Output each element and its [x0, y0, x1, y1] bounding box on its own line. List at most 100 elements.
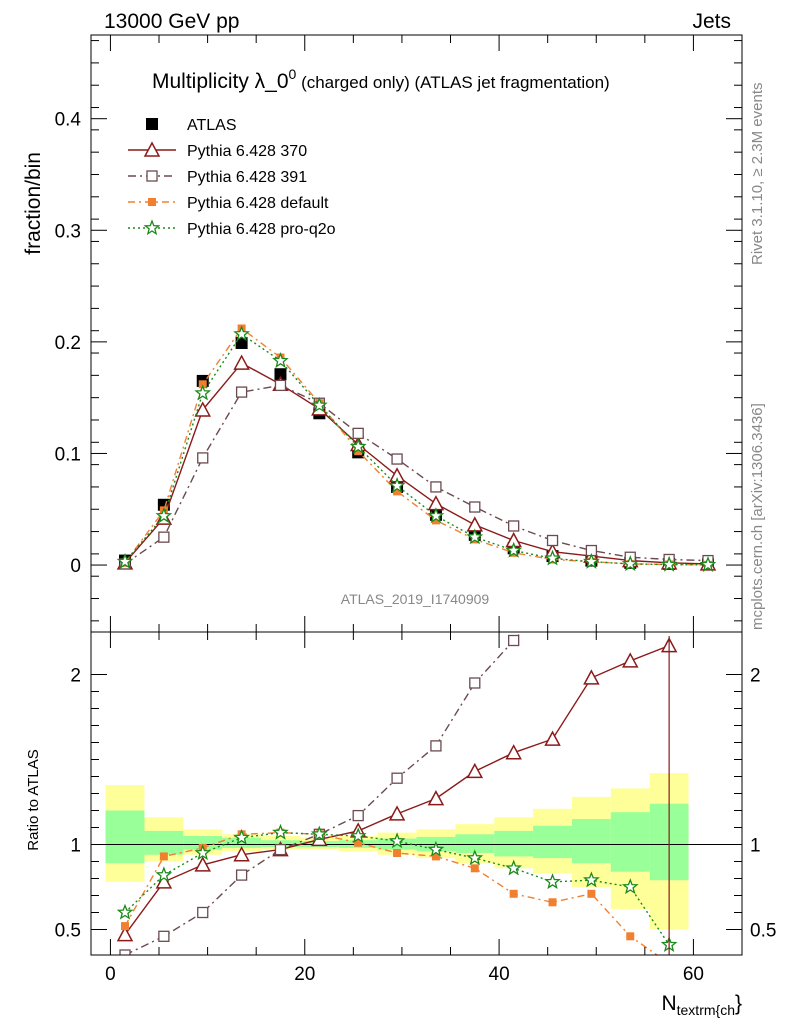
main-title-sup: 0 [289, 66, 297, 82]
main-data-point [158, 531, 170, 543]
main-data-point [352, 427, 364, 440]
legend-marker [146, 118, 158, 130]
ratio-data-point [354, 838, 363, 847]
ratio-data-point [626, 932, 635, 941]
main-data-point [699, 556, 717, 572]
ratio-data-point [505, 859, 523, 876]
main-data-point [582, 552, 600, 569]
ratio-y-tick-label-right: 0.5 [750, 921, 776, 942]
ratio-data-point [427, 790, 445, 806]
ratio-data-point [116, 926, 134, 942]
band-green-bin [144, 830, 184, 855]
ratio-data-point [388, 832, 406, 849]
ratio-data-point [393, 849, 402, 857]
main-data-point [194, 384, 212, 401]
x-axis-label-main: N [661, 992, 676, 1015]
main-data-point [116, 552, 134, 569]
main-y-tick-label: 0.1 [55, 444, 81, 465]
ratio-series-0 [116, 637, 678, 942]
ratio-data-point [505, 744, 522, 760]
ratio-data-point [466, 849, 484, 866]
main-y-tick-label: 0.3 [55, 221, 81, 242]
main-data-point [469, 501, 481, 513]
band-green-bin [571, 819, 611, 864]
ratio-data-point [158, 930, 170, 942]
band-green-bin [222, 837, 262, 848]
main-y-tick-label: 0.4 [55, 110, 82, 131]
ratio-data-point [233, 846, 250, 862]
main-data-point [272, 351, 289, 368]
main-series-line [124, 333, 709, 566]
main-data-point [233, 354, 250, 370]
ratio-data-point [194, 844, 212, 861]
ratio-data-point [233, 828, 251, 845]
main-y-tick-label: 0 [70, 556, 81, 577]
main-data-point [354, 447, 363, 456]
ratio-series-3 [116, 823, 678, 952]
band-green-bin [494, 830, 534, 857]
ratio-ticks: 0.5 0.51 12 20 20 40 60 [55, 632, 776, 985]
ratio-data-point [466, 762, 484, 779]
main-data-point [621, 555, 639, 572]
ratio-data-point [544, 730, 561, 746]
legend-marker [143, 141, 161, 157]
main-series-line [124, 362, 709, 565]
ratio-data-point [310, 825, 328, 842]
ratio-data-point [431, 852, 440, 861]
ratio-data-point [155, 866, 173, 883]
ratio-data-point [119, 949, 131, 955]
x-tick-label: 20 [294, 964, 315, 985]
main-series-2 [119, 379, 714, 570]
ratio-data-point [349, 827, 367, 844]
main-ylabel: fraction/bin [22, 152, 45, 255]
ratio-data-point [194, 856, 211, 872]
main-title-tail: (charged only) (ATLAS jet fragmentation) [296, 73, 609, 92]
main-data-point [508, 520, 520, 532]
ratio-series [116, 632, 678, 955]
ratio-data-point [197, 906, 209, 919]
main-series [116, 324, 717, 572]
main-x-ticks [109, 35, 694, 632]
ratio-y-tick-label: 1 [70, 836, 81, 857]
header-right: Jets [692, 10, 731, 33]
ratio-data-point [587, 889, 596, 898]
legend-label: Pythia 6.428 391 [187, 169, 307, 186]
ratio-y-tick-label: 2 [70, 666, 81, 687]
ratio-data-point [621, 878, 639, 895]
main-plot: 0 0.1 0.2 0.3 0.4 fraction/bin Multiplicity … [22, 34, 743, 633]
legend: ATLAS Pythia 6.428 370 Pythia 6.428 391 Pyt… [128, 117, 336, 238]
legend-marker [148, 198, 156, 206]
ratio-y-tick-label-right: 1 [750, 836, 761, 857]
main-y-tick-label: 0.2 [55, 333, 81, 354]
main-title-text: Multiplicity λ_0 [152, 70, 289, 93]
ratio-data-point [509, 889, 518, 898]
main-series-line [124, 327, 709, 566]
band-green-bin [610, 812, 650, 872]
main-data-point [311, 396, 328, 413]
legend-label: Pythia 6.428 370 [187, 143, 307, 160]
mcplots-label: mcplots.cern.ch [arXiv:1306.3436] [749, 403, 766, 630]
ratio-data-point [391, 772, 403, 784]
legend-label: ATLAS [187, 117, 237, 134]
main-data-point [194, 401, 211, 417]
ratio-y-tick-label: 0.5 [55, 921, 81, 942]
main-data-point [544, 549, 561, 566]
main-data-point [505, 541, 522, 558]
rivet-label: Rivet 3.1.10, ≥ 2.3M events [749, 83, 766, 266]
main-data-point [427, 507, 445, 524]
ratio-data-point [388, 805, 406, 821]
band-green-bin [183, 836, 223, 850]
ratio-data-point [430, 740, 442, 752]
main-data-point [391, 453, 403, 465]
ratio-data-point [352, 809, 364, 822]
main-data-point [274, 379, 287, 392]
ratio-data-point [274, 843, 287, 856]
main-data-point [198, 380, 207, 389]
legend-label: Pythia 6.428 pro-q2o [187, 221, 336, 238]
main-title: Multiplicity λ_00 (charged only) (ATLAS … [152, 66, 610, 93]
main-data-point [235, 386, 248, 398]
ratio-data-point [235, 869, 248, 881]
ratio-ylabel: Ratio to ATLAS [25, 749, 42, 850]
legend-marker [146, 170, 158, 182]
